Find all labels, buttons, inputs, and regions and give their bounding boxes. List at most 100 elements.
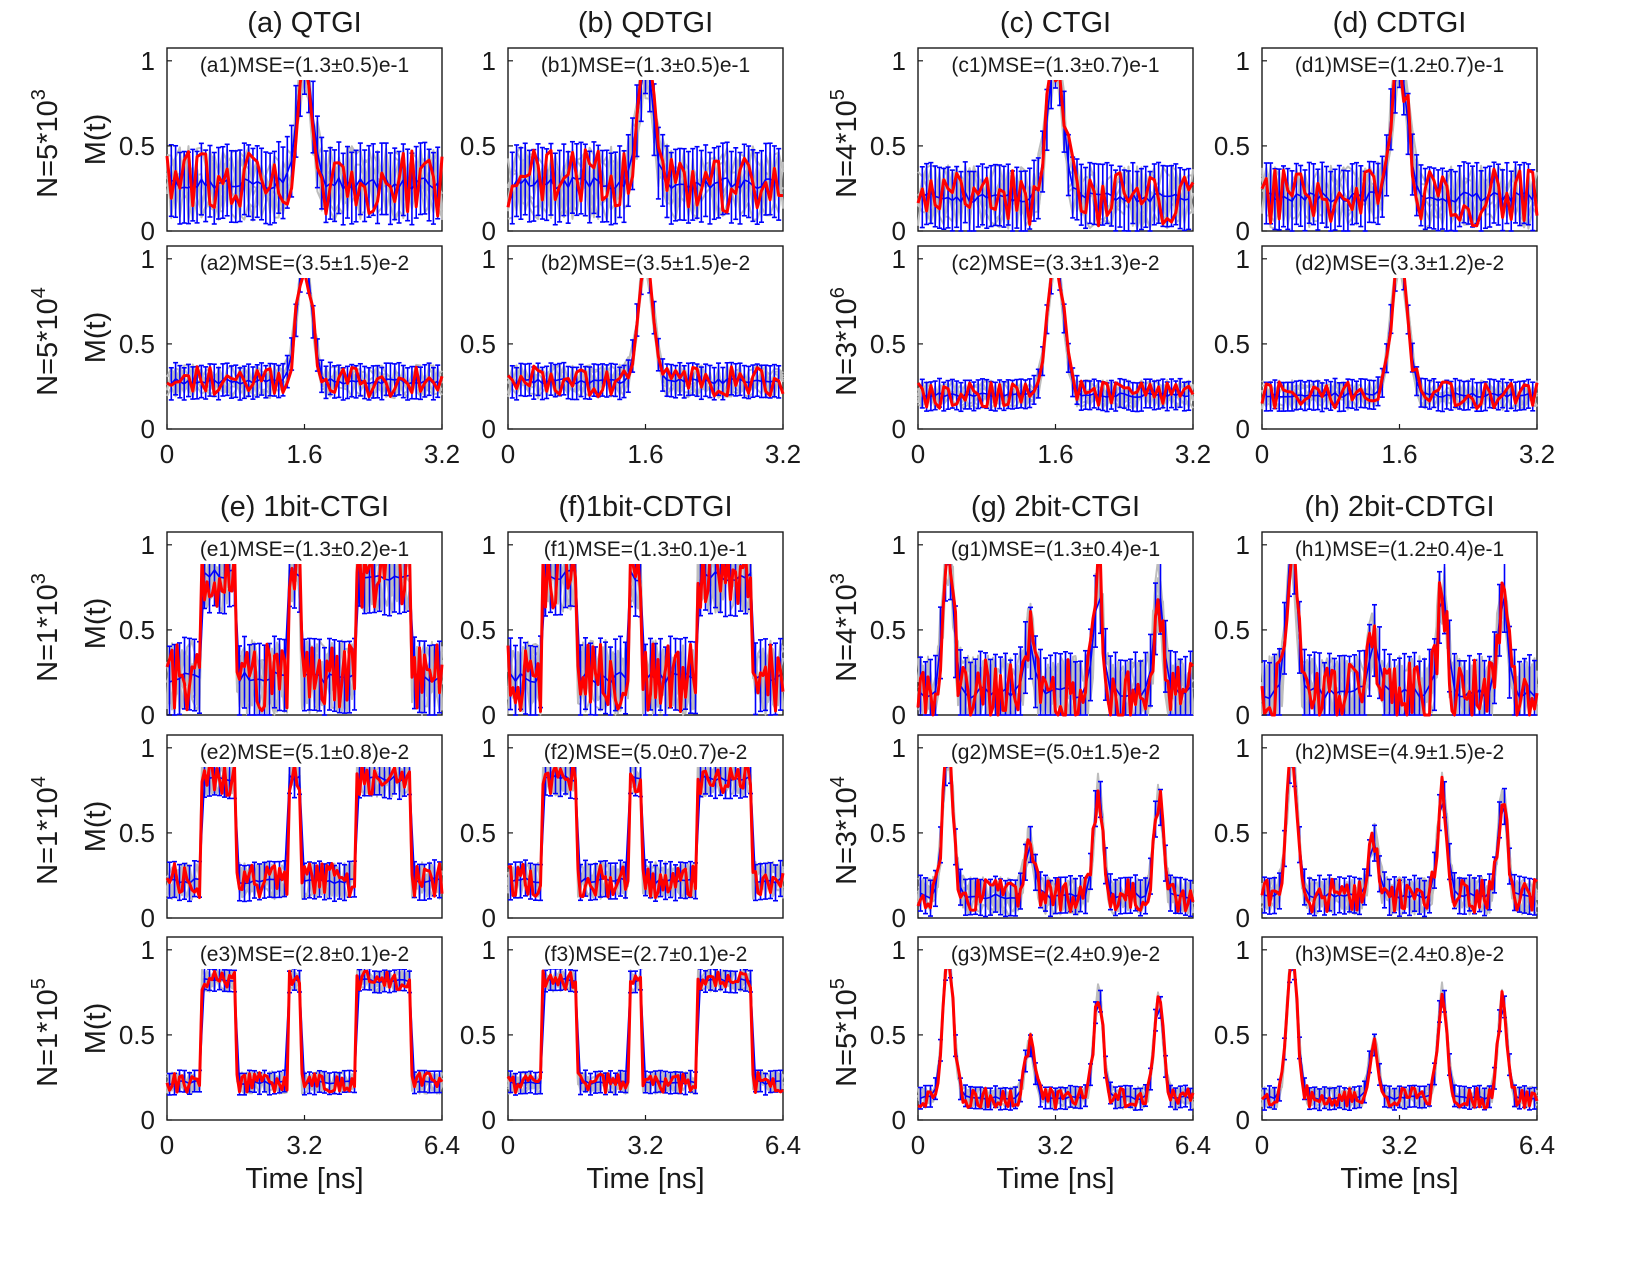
mean-trace — [919, 562, 1192, 700]
panel-c2: (c2)MSE=(3.3±1.3)e-2 0 0.5 1 0 1.6 3.2 N=3*106 — [827, 244, 1211, 469]
y-tick-label: 1 — [1236, 46, 1250, 76]
y-tick-label: 0.5 — [460, 615, 496, 645]
panel-b2: (b2)MSE=(3.5±1.5)e-2 0 0.5 1 0 1.6 3.2 — [460, 244, 801, 469]
single-trace — [1260, 956, 1539, 1110]
mse-background — [920, 534, 1191, 564]
x-axis-label: Time [ns] — [586, 1163, 704, 1195]
mse-background — [1264, 737, 1535, 767]
y-tick-label: 0.5 — [119, 1020, 155, 1050]
y-tick-label: 1 — [141, 46, 155, 76]
single-trace — [507, 760, 785, 900]
y-tick-label: 0.5 — [870, 818, 906, 848]
x-tick-label: 6.4 — [1175, 1130, 1211, 1160]
panel-d2: (d2)MSE=(3.3±1.2)e-2 0 0.5 1 0 1.6 3.2 — [1214, 244, 1555, 469]
mse-label: (b2)MSE=(3.5±1.5)e-2 — [541, 252, 750, 275]
y-tick-label: 0 — [1236, 414, 1250, 444]
row-label-base: N=5*10 — [32, 298, 64, 396]
x-tick-label: 0 — [911, 439, 925, 469]
mse-label: (h2)MSE=(4.9±1.5)e-2 — [1295, 741, 1504, 764]
y-tick-label: 0 — [141, 414, 155, 444]
row-label-base: N=1*10 — [32, 584, 64, 682]
y-tick-label: 1 — [482, 244, 496, 274]
mse-background — [169, 737, 440, 767]
mse-label: (e3)MSE=(2.8±0.1)e-2 — [200, 943, 409, 966]
y-tick-label: 0.5 — [119, 818, 155, 848]
mse-label: (d2)MSE=(3.3±1.2)e-2 — [1295, 252, 1504, 275]
y-tick-label: 0 — [482, 216, 496, 246]
x-tick-label: 1.6 — [627, 439, 663, 469]
y-tick-label: 0.5 — [460, 131, 496, 161]
mse-label: (h1)MSE=(1.2±0.4)e-1 — [1295, 538, 1504, 561]
y-tick-label: 1 — [892, 733, 906, 763]
panel-title-a: (a) QTGI — [247, 7, 361, 39]
mse-background — [1264, 939, 1535, 969]
single-trace — [506, 969, 784, 1095]
panel-title-g: (g) 2bit-CTGI — [971, 491, 1140, 523]
x-axis-label: Time [ns] — [245, 1163, 363, 1195]
y-tick-label: 1 — [1236, 530, 1250, 560]
y-axis-label: M(t) — [80, 114, 112, 166]
x-tick-label: 0 — [1255, 1130, 1269, 1160]
mse-background — [169, 50, 440, 80]
mse-background — [920, 939, 1191, 969]
y-axis-label: M(t) — [80, 1003, 112, 1055]
mse-label: (e1)MSE=(1.3±0.2)e-1 — [200, 538, 409, 561]
panel-b1: (b1)MSE=(1.3±0.5)e-1 0 0.5 1 — [460, 46, 784, 246]
single-trace — [165, 762, 444, 900]
x-tick-label: 6.4 — [424, 1130, 460, 1160]
panel-title-h: (h) 2bit-CDTGI — [1304, 491, 1494, 523]
y-tick-label: 0.5 — [1214, 1020, 1250, 1050]
mse-label: (h3)MSE=(2.4±0.8)e-2 — [1295, 943, 1504, 966]
row-label-exponent: 3 — [28, 573, 50, 584]
y-tick-label: 1 — [141, 935, 155, 965]
y-axis-label: M(t) — [80, 801, 112, 853]
mse-background — [169, 939, 440, 969]
x-axis-label: Time [ns] — [996, 1163, 1114, 1195]
mse-background — [920, 248, 1191, 278]
y-tick-label: 1 — [892, 244, 906, 274]
y-tick-label: 1 — [892, 530, 906, 560]
row-label: N=4*105 — [827, 89, 863, 198]
panel-e2: (e2)MSE=(5.1±0.8)e-2 0 0.5 1 M(t) N=1*104 — [28, 733, 444, 933]
single-trace — [506, 545, 785, 713]
y-axis-label: M(t) — [80, 598, 112, 650]
x-tick-label: 1.6 — [1381, 439, 1417, 469]
y-tick-label: 0 — [141, 216, 155, 246]
y-tick-label: 1 — [141, 530, 155, 560]
x-tick-label: 0 — [1255, 439, 1269, 469]
panel-a1: (a1)MSE=(1.3±0.5)e-1 0 0.5 1 M(t) N=5*103 — [28, 46, 444, 246]
row-label: N=3*104 — [827, 776, 863, 885]
panel-title-d: (d) CDTGI — [1333, 7, 1467, 39]
y-tick-label: 0 — [1236, 700, 1250, 730]
panel-title-b: (b) QDTGI — [578, 7, 713, 39]
panel-g3: (g3)MSE=(2.4±0.9)e-2 0 0.5 1 0 3.2 6.4 N=5*105 — [827, 935, 1211, 1160]
y-tick-label: 1 — [482, 935, 496, 965]
mse-label: (g3)MSE=(2.4±0.9)e-2 — [951, 943, 1160, 966]
x-tick-label: 6.4 — [765, 1130, 801, 1160]
y-tick-label: 1 — [482, 530, 496, 560]
x-tick-label: 0 — [501, 439, 515, 469]
y-tick-label: 1 — [141, 244, 155, 274]
mse-background — [1264, 50, 1535, 80]
panel-h2: (h2)MSE=(4.9±1.5)e-2 0 0.5 1 — [1214, 733, 1538, 933]
panel-e1: (e1)MSE=(1.3±0.2)e-1 0 0.5 1 M(t) N=1*103 — [28, 530, 444, 730]
y-tick-label: 1 — [1236, 733, 1250, 763]
y-tick-label: 0.5 — [1214, 329, 1250, 359]
mse-background — [920, 50, 1191, 80]
x-tick-label: 3.2 — [1519, 439, 1555, 469]
row-label-base: N=3*10 — [831, 298, 863, 396]
y-tick-label: 0 — [482, 1105, 496, 1135]
single-trace — [916, 543, 1195, 717]
mse-background — [920, 737, 1191, 767]
mse-background — [510, 248, 781, 278]
mse-label: (f1)MSE=(1.3±0.1)e-1 — [544, 538, 748, 561]
y-tick-label: 0 — [892, 216, 906, 246]
single-trace — [1260, 547, 1539, 717]
y-tick-label: 1 — [482, 46, 496, 76]
row-label: N=5*104 — [28, 287, 64, 396]
x-tick-label: 3.2 — [627, 1130, 663, 1160]
mse-label: (a2)MSE=(3.5±1.5)e-2 — [200, 252, 409, 275]
x-tick-label: 3.2 — [1037, 1130, 1073, 1160]
panel-f1: (f1)MSE=(1.3±0.1)e-1 0 0.5 1 — [460, 530, 785, 730]
mse-label: (a1)MSE=(1.3±0.5)e-1 — [200, 54, 409, 77]
